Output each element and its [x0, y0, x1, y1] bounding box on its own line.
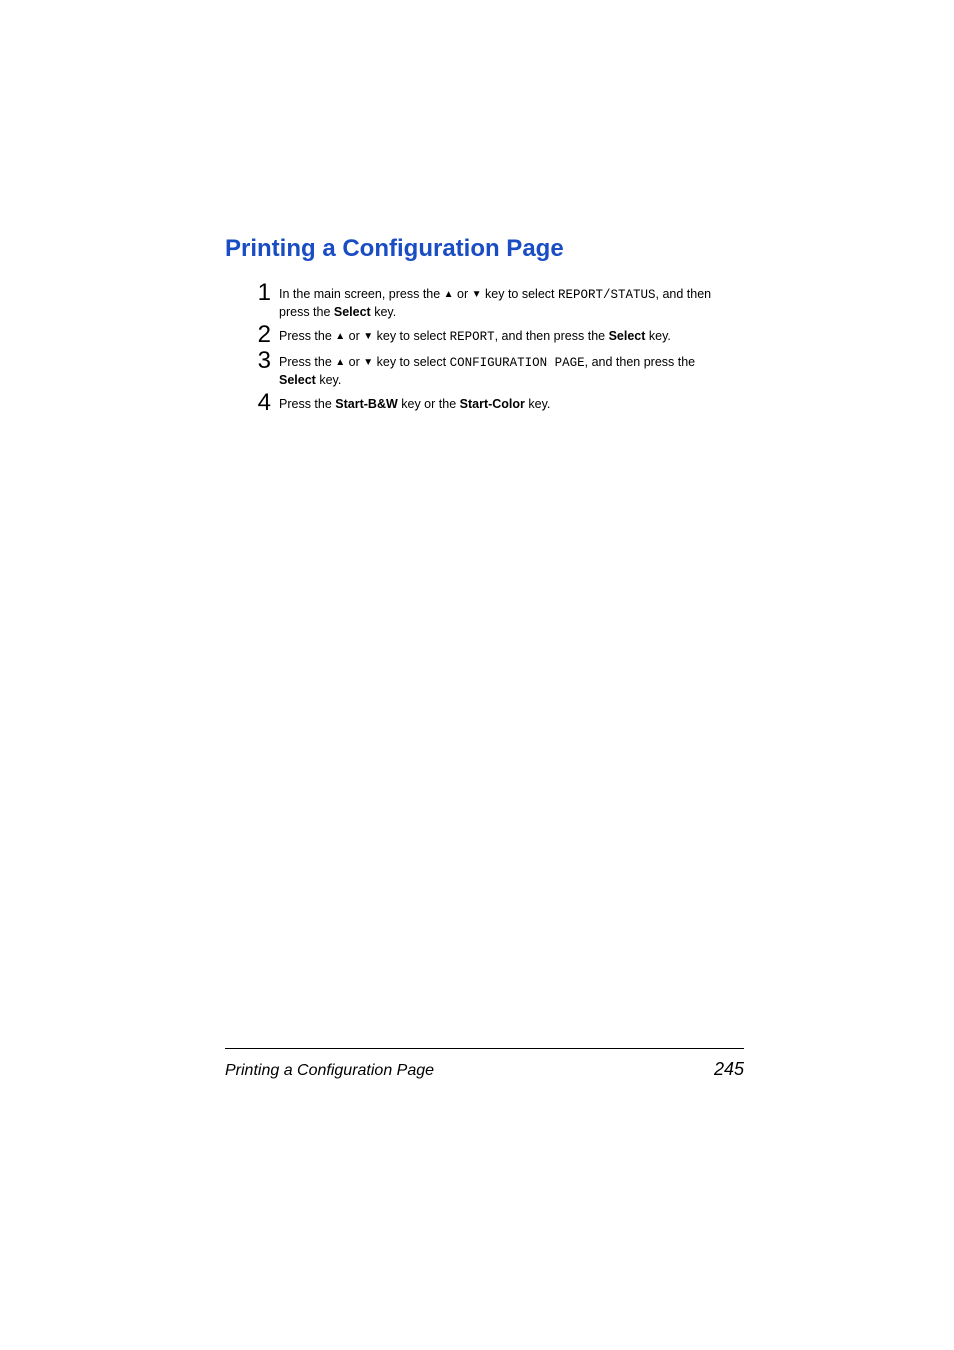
down-arrow-icon: ▼: [472, 290, 482, 300]
step-number: 2: [245, 323, 271, 347]
bold-text: Start-Color: [460, 397, 525, 411]
footer-rule: [225, 1048, 744, 1049]
step-text: Press the ▲ or ▼ key to select REPORT, a…: [279, 323, 671, 346]
text: or: [454, 287, 472, 301]
step-number: 1: [245, 281, 271, 305]
step-list: 1 In the main screen, press the ▲ or ▼ k…: [225, 281, 739, 415]
code-text: REPORT/STATUS: [558, 288, 656, 302]
text: or: [345, 355, 363, 369]
step-text: In the main screen, press the ▲ or ▼ key…: [279, 281, 719, 321]
code-text: REPORT: [450, 330, 495, 344]
footer-title: Printing a Configuration Page: [225, 1062, 434, 1080]
text: key.: [645, 329, 670, 343]
footer-page-number: 245: [714, 1059, 744, 1080]
text: Press the: [279, 329, 335, 343]
text: , and then press the: [585, 355, 696, 369]
step-4: 4 Press the Start-B&W key or the Start-C…: [245, 391, 739, 415]
bold-text: Select: [609, 329, 646, 343]
down-arrow-icon: ▼: [363, 332, 373, 342]
text: Press the: [279, 397, 335, 411]
step-1: 1 In the main screen, press the ▲ or ▼ k…: [245, 281, 739, 321]
page-footer: Printing a Configuration Page 245: [225, 1048, 744, 1080]
step-2: 2 Press the ▲ or ▼ key to select REPORT,…: [245, 323, 739, 347]
text: key or the: [398, 397, 460, 411]
bold-text: Select: [334, 305, 371, 319]
text: key to select: [373, 355, 449, 369]
code-text: CONFIGURATION PAGE: [450, 356, 585, 370]
step-number: 3: [245, 349, 271, 373]
up-arrow-icon: ▲: [335, 332, 345, 342]
text: Press the: [279, 355, 335, 369]
text: key.: [316, 373, 341, 387]
text: key to select: [482, 287, 558, 301]
text: or: [345, 329, 363, 343]
step-text: Press the ▲ or ▼ key to select CONFIGURA…: [279, 349, 719, 389]
bold-text: Select: [279, 373, 316, 387]
bold-text: Start-B&W: [335, 397, 398, 411]
text: key to select: [373, 329, 449, 343]
section-heading: Printing a Configuration Page: [225, 235, 739, 263]
up-arrow-icon: ▲: [444, 290, 454, 300]
step-number: 4: [245, 391, 271, 415]
text: , and then press the: [495, 329, 609, 343]
text: key.: [525, 397, 550, 411]
up-arrow-icon: ▲: [335, 358, 345, 368]
down-arrow-icon: ▼: [363, 358, 373, 368]
step-text: Press the Start-B&W key or the Start-Col…: [279, 391, 550, 413]
text: key.: [371, 305, 396, 319]
step-3: 3 Press the ▲ or ▼ key to select CONFIGU…: [245, 349, 739, 389]
text: In the main screen, press the: [279, 287, 444, 301]
